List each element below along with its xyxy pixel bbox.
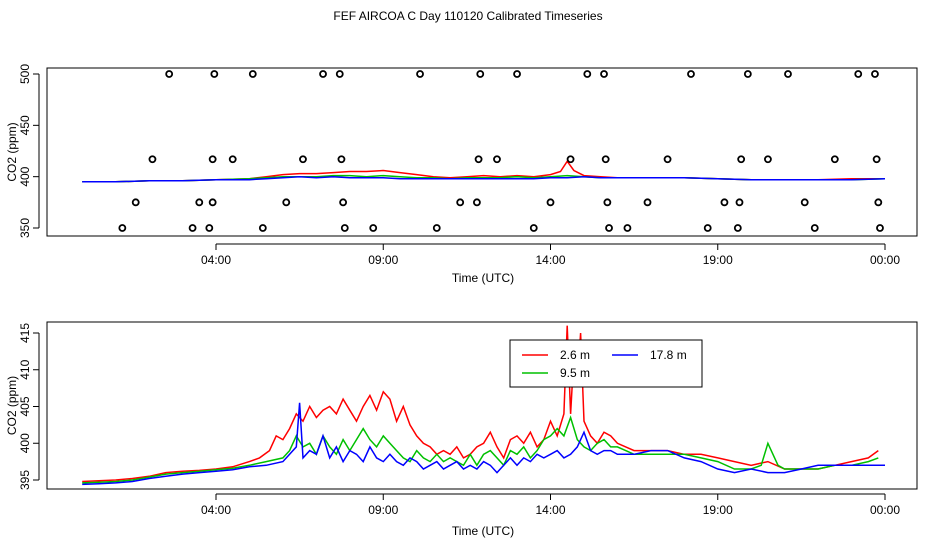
legend: 2.6 m 9.5 m 17.8 m — [509, 339, 703, 388]
bottom-series-line-1 — [82, 415, 879, 484]
calibration-point — [735, 198, 744, 207]
calibration-point — [165, 70, 174, 78]
bottom-y-tick-label: 410 — [18, 359, 32, 379]
calibration-point — [432, 224, 441, 232]
legend-label-1: 9.5 m — [560, 366, 590, 380]
calibration-point — [188, 224, 197, 232]
calibration-point — [228, 155, 237, 164]
calibration-point — [854, 70, 863, 78]
calibration-point — [601, 155, 610, 164]
calibration-point — [743, 70, 752, 78]
bottom-series-line-0 — [82, 325, 879, 483]
top-y-tick-label: 350 — [18, 218, 32, 238]
calibration-point — [282, 198, 291, 207]
top-x-tick-label: 04:00 — [201, 253, 231, 267]
top-x-tick-label: 14:00 — [535, 253, 565, 267]
calibration-point — [248, 70, 257, 78]
bottom-y-tick-label: 405 — [18, 396, 32, 416]
top-y-tick-label: 450 — [18, 115, 32, 135]
calibration-point — [335, 70, 344, 78]
calibration-point — [737, 155, 746, 164]
bottom-y-tick-label: 395 — [18, 470, 32, 490]
top-x-tick-label: 09:00 — [368, 253, 398, 267]
legend-box — [509, 339, 703, 388]
calibration-point — [720, 198, 729, 207]
bottom-x-tick-label: 04:00 — [201, 503, 231, 517]
calibration-point — [703, 224, 712, 232]
calibration-point — [416, 70, 424, 78]
calibration-point — [339, 198, 348, 207]
calibration-point — [340, 224, 349, 232]
bottom-x-tick-label: 09:00 — [368, 503, 398, 517]
top-y-tick-label: 500 — [18, 64, 32, 84]
calibration-point — [810, 224, 819, 232]
calibration-point — [148, 155, 157, 164]
calibration-point — [784, 70, 792, 78]
bottom-x-axis-label: Time (UTC) — [452, 524, 514, 538]
calibration-point — [546, 198, 555, 207]
calibration-point — [299, 155, 307, 164]
calibration-point — [195, 198, 204, 207]
bottom-y-tick-label: 415 — [18, 323, 32, 343]
calibration-point — [210, 70, 219, 78]
legend-label-2: 17.8 m — [650, 348, 687, 362]
calibration-point — [513, 70, 521, 78]
top-x-tick-label: 00:00 — [870, 253, 900, 267]
calibration-point — [600, 70, 608, 78]
calibration-point — [476, 70, 485, 78]
bottom-series-line-2 — [82, 402, 885, 486]
top-y-tick-label: 400 — [18, 166, 32, 186]
calibration-point — [872, 155, 881, 164]
calibration-point — [456, 198, 465, 207]
calibration-point — [663, 155, 672, 164]
calibration-point — [871, 70, 879, 78]
calibration-point — [205, 224, 214, 232]
calibration-point — [874, 198, 883, 207]
bottom-plot-frame — [46, 321, 918, 490]
top-y-axis-label: CO2 (ppm) — [5, 122, 19, 181]
top-plot-frame — [46, 67, 918, 237]
calibration-point — [529, 224, 538, 232]
calibration-point — [605, 224, 613, 232]
calibration-point — [474, 155, 483, 164]
top-panel: 04:00 09:00 14:00 19:00 00:00 Time (UTC) 350 40… — [5, 64, 918, 285]
calibration-point — [369, 224, 378, 232]
calibration-point — [493, 155, 501, 164]
bottom-y-tick-label: 400 — [18, 433, 32, 453]
calibration-point — [603, 198, 612, 207]
calibration-point — [337, 155, 346, 164]
calibration-point — [583, 70, 592, 78]
legend-label-0: 2.6 m — [560, 348, 590, 362]
bottom-panel: 04:00 09:00 14:00 19:00 00:00 Time (UTC) 395 40… — [5, 321, 918, 538]
bottom-x-tick-label: 14:00 — [535, 503, 565, 517]
bottom-x-tick-label: 00:00 — [870, 503, 900, 517]
calibration-point — [208, 198, 217, 207]
bottom-x-tick-label: 19:00 — [703, 503, 733, 517]
calibration-point — [319, 70, 327, 78]
top-x-axis-label: Time (UTC) — [452, 271, 514, 285]
calibration-point — [876, 224, 884, 232]
calibration-point — [643, 198, 652, 207]
calibration-point — [566, 155, 575, 164]
bottom-y-axis-label: CO2 (ppm) — [5, 376, 19, 435]
calibration-point — [733, 224, 742, 232]
calibration-point — [764, 155, 772, 164]
calibration-point — [131, 198, 140, 207]
calibration-point — [623, 224, 632, 232]
page-title: FEF AIRCOA C Day 110120 Calibrated Times… — [333, 9, 603, 23]
calibration-point — [800, 198, 809, 207]
calibration-point — [258, 224, 267, 232]
calibration-point — [687, 70, 695, 78]
top-series-line-2 — [82, 175, 886, 183]
calibration-point — [473, 198, 481, 207]
calibration-point — [208, 155, 217, 164]
calibration-point — [830, 155, 839, 164]
top-x-tick-label: 19:00 — [703, 253, 733, 267]
calibration-point — [118, 224, 127, 232]
